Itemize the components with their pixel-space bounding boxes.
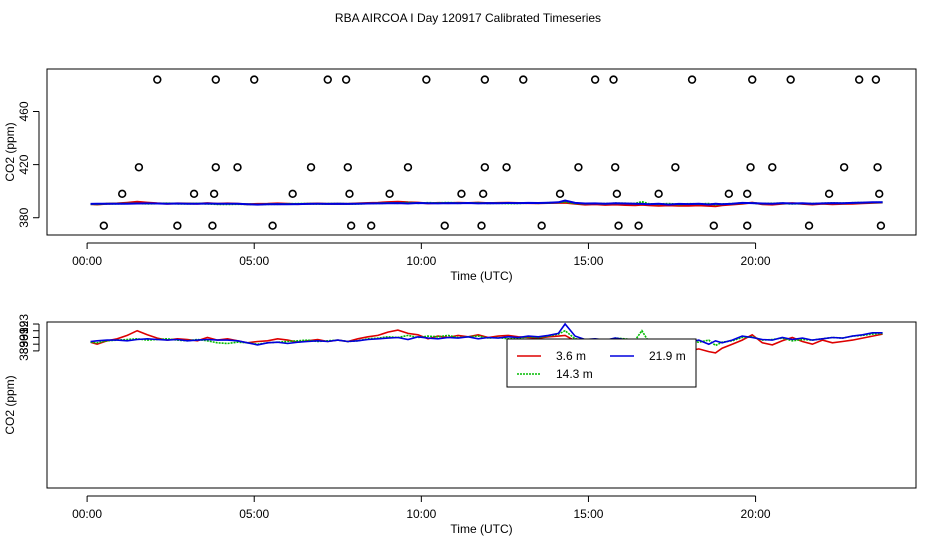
outlier-point (367, 221, 376, 230)
y-tick-label: 392 (17, 320, 31, 340)
y-tick-label: 393 (17, 314, 31, 334)
outlier-point (824, 189, 834, 199)
outlier-point (478, 189, 488, 199)
outlier-point (385, 189, 394, 199)
outlier-point (537, 221, 546, 230)
outlier-point (422, 75, 431, 84)
outlier-point (671, 163, 680, 172)
outlier-point (250, 75, 259, 84)
outlier-point (634, 221, 643, 230)
outlier-point (768, 163, 777, 172)
y-tick-label: 391 (17, 327, 31, 347)
outlier-point (99, 221, 109, 230)
x-tick-label: 05:00 (239, 507, 269, 521)
outlier-point (457, 189, 466, 199)
outlier-point (208, 221, 217, 230)
outlier-point (875, 189, 884, 199)
outlier-point (873, 163, 882, 172)
outlier-point (211, 75, 220, 84)
y-axis-label: CO2 (ppm) (3, 122, 17, 181)
outlier-point (306, 163, 316, 172)
x-tick-label: 00:00 (72, 507, 102, 521)
outlier-point (555, 189, 565, 199)
outlier-point (268, 221, 277, 230)
outlier-point (480, 75, 490, 84)
outlier-point (134, 163, 144, 172)
legend-label-3: 21.9 m (649, 349, 686, 363)
x-tick-label: 10:00 (406, 507, 436, 521)
outlier-point (786, 75, 795, 84)
outlier-point (614, 221, 623, 230)
outlier-point (323, 75, 332, 84)
x-tick-label: 05:00 (239, 254, 269, 268)
outlier-point (233, 163, 242, 172)
upper-scatter-panel: 00:00 05:00 10:00 15:00 20:00 Time (UTC) 380 42… (3, 68, 917, 283)
outlier-point (590, 75, 600, 84)
x-tick-label: 00:00 (72, 254, 102, 268)
outlier-point (854, 75, 864, 84)
x-tick-label: 20:00 (741, 507, 771, 521)
x-tick-label: 20:00 (741, 254, 771, 268)
outlier-point (118, 189, 127, 199)
y-tick-label: 420 (17, 154, 31, 174)
legend-label-1: 3.6 m (556, 349, 586, 363)
series-line-3 (90, 199, 883, 206)
x-tick-label: 15:00 (573, 507, 603, 521)
outlier-point (724, 189, 734, 199)
x-tick-label: 10:00 (406, 254, 436, 268)
outlier-point (743, 189, 752, 199)
y-tick-label: 380 (17, 207, 31, 227)
series-line-3 (90, 322, 883, 346)
outlier-point (440, 221, 449, 230)
outlier-point (173, 221, 182, 230)
outlier-point (839, 163, 849, 172)
outlier-point (743, 221, 752, 230)
y-tick-label: 390 (17, 334, 31, 354)
outlier-point (345, 189, 354, 199)
outlier-point (654, 189, 663, 199)
outlier-point (189, 189, 199, 199)
legend-box (506, 338, 697, 388)
outlier-point (609, 75, 618, 84)
outlier-point (403, 163, 413, 172)
outlier-point (502, 163, 511, 172)
outlier-point (574, 163, 583, 172)
y-axis-label: CO2 (ppm) (3, 375, 17, 434)
series-line-1 (90, 329, 883, 354)
y-tick-label: 460 (17, 101, 31, 121)
outlier-point (343, 163, 353, 172)
outlier-point (346, 221, 356, 230)
legend-label-2: 14.3 m (556, 367, 593, 381)
outlier-point (519, 75, 528, 84)
outlier-point (612, 189, 622, 199)
outlier-point (876, 221, 886, 230)
outlier-point (871, 75, 881, 84)
plot-frame (46, 68, 917, 236)
x-axis-label: Time (UTC) (450, 522, 512, 536)
outlier-point (288, 189, 297, 199)
outlier-point (687, 75, 697, 84)
outlier-point (477, 221, 486, 230)
chart-title: RBA AIRCOA I Day 120917 Calibrated Times… (335, 11, 601, 25)
x-axis-label: Time (UTC) (450, 269, 512, 283)
outlier-point (804, 221, 814, 230)
outlier-point (748, 75, 757, 84)
x-tick-label: 15:00 (573, 254, 603, 268)
outlier-point (480, 163, 490, 172)
y-tick-label: 389 (17, 341, 31, 361)
outlier-point (341, 75, 351, 84)
outlier-point (153, 75, 162, 84)
outlier-point (211, 163, 220, 172)
outlier-point (709, 221, 718, 230)
outlier-point (610, 163, 620, 172)
outlier-point (209, 189, 219, 199)
outlier-point (746, 163, 755, 172)
plot-frame (46, 321, 917, 489)
